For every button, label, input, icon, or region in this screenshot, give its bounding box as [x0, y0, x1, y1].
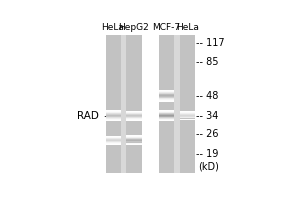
Bar [126, 136, 142, 137]
Text: HeLa: HeLa [176, 23, 199, 32]
Bar [159, 100, 174, 101]
Bar [159, 115, 174, 116]
Bar [180, 119, 195, 120]
Bar [106, 120, 121, 121]
Bar [159, 113, 174, 114]
Bar [106, 139, 121, 140]
Bar [180, 35, 195, 173]
Bar [126, 119, 142, 120]
Bar [159, 114, 174, 115]
Bar [106, 143, 121, 144]
Bar [159, 101, 174, 102]
Bar [159, 98, 174, 99]
Bar [126, 113, 142, 114]
Bar [159, 117, 174, 118]
Bar [126, 137, 142, 138]
Text: -- 19: -- 19 [196, 149, 218, 159]
Bar [180, 115, 195, 116]
Bar [159, 116, 174, 117]
Bar [106, 140, 121, 141]
Bar [106, 137, 121, 138]
Bar [126, 115, 142, 116]
Bar [159, 119, 174, 120]
Bar [106, 35, 121, 173]
Bar [126, 139, 142, 140]
Bar [106, 138, 121, 139]
Bar [106, 111, 121, 112]
Bar [106, 144, 121, 145]
Bar [126, 117, 142, 118]
Bar [106, 35, 195, 173]
Bar [159, 111, 174, 112]
Bar [126, 143, 142, 144]
Bar [159, 92, 174, 93]
Bar [126, 116, 142, 117]
Bar [126, 118, 142, 119]
Bar [180, 113, 195, 114]
Bar [106, 114, 121, 115]
Text: RAD: RAD [77, 111, 99, 121]
Bar [159, 90, 174, 91]
Bar [126, 111, 142, 112]
Bar [126, 141, 142, 142]
Bar [159, 110, 174, 111]
Text: -- 117: -- 117 [196, 38, 225, 48]
Bar [159, 91, 174, 92]
Bar [159, 96, 174, 97]
Text: --: -- [101, 111, 112, 121]
Bar [159, 95, 174, 96]
Bar [106, 115, 121, 116]
Text: HeLa: HeLa [102, 23, 124, 32]
Bar [106, 141, 121, 142]
Text: MCF-7: MCF-7 [152, 23, 181, 32]
Bar [106, 116, 121, 117]
Bar [126, 140, 142, 141]
Bar [159, 94, 174, 95]
Bar [180, 117, 195, 118]
Text: (kD): (kD) [198, 161, 219, 171]
Bar [159, 99, 174, 100]
Bar [180, 116, 195, 117]
Bar [159, 93, 174, 94]
Bar [159, 118, 174, 119]
Bar [126, 144, 142, 145]
Bar [106, 110, 121, 111]
Text: HepG2: HepG2 [118, 23, 149, 32]
Bar [126, 112, 142, 113]
Text: -- 48: -- 48 [196, 91, 218, 101]
Bar [180, 114, 195, 115]
Bar [106, 136, 121, 137]
Bar [106, 142, 121, 143]
Bar [126, 135, 142, 136]
Bar [142, 35, 159, 173]
Bar [126, 138, 142, 139]
Bar [126, 35, 142, 173]
Bar [159, 35, 174, 173]
Bar [106, 117, 121, 118]
Bar [106, 119, 121, 120]
Bar [106, 113, 121, 114]
Bar [106, 112, 121, 113]
Bar [126, 120, 142, 121]
Bar [159, 97, 174, 98]
Text: -- 34: -- 34 [196, 111, 218, 121]
Bar [180, 112, 195, 113]
Text: -- 26: -- 26 [196, 129, 219, 139]
Bar [180, 111, 195, 112]
Text: -- 85: -- 85 [196, 57, 219, 67]
Bar [126, 114, 142, 115]
Bar [106, 118, 121, 119]
Bar [159, 120, 174, 121]
Bar [159, 112, 174, 113]
